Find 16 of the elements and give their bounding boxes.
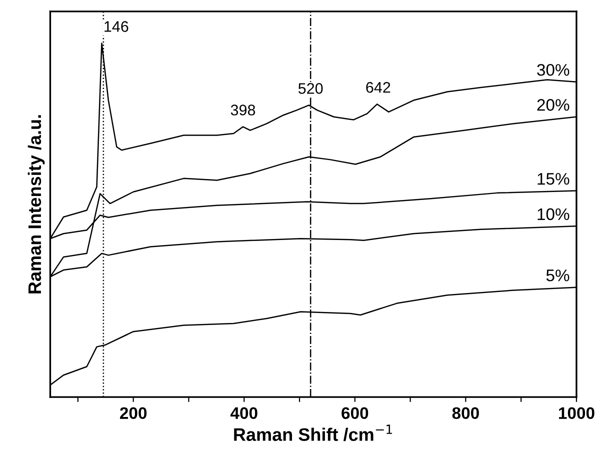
series-label: 15% — [538, 173, 570, 185]
x-tick-label: 600 — [342, 407, 368, 419]
series-label: 10% — [538, 208, 570, 220]
annotation: 642 — [366, 82, 390, 93]
series-label: 20% — [537, 99, 570, 111]
series-label: 5% — [546, 270, 570, 282]
annotation: 398 — [230, 104, 256, 116]
x-tick-label: 400 — [230, 407, 258, 419]
x-tick-label: 800 — [452, 407, 479, 419]
x-tick-label: 1000 — [558, 407, 594, 419]
series-label: 30% — [537, 64, 570, 76]
x-tick-label: 200 — [120, 407, 147, 419]
x-axis-title: Raman Shift /cm$^{−1}$ — [234, 424, 392, 442]
annotation: 146 — [104, 21, 128, 32]
y-axis-title: Raman Intensity /a.u. — [28, 115, 45, 294]
annotation: 520 — [298, 83, 323, 94]
